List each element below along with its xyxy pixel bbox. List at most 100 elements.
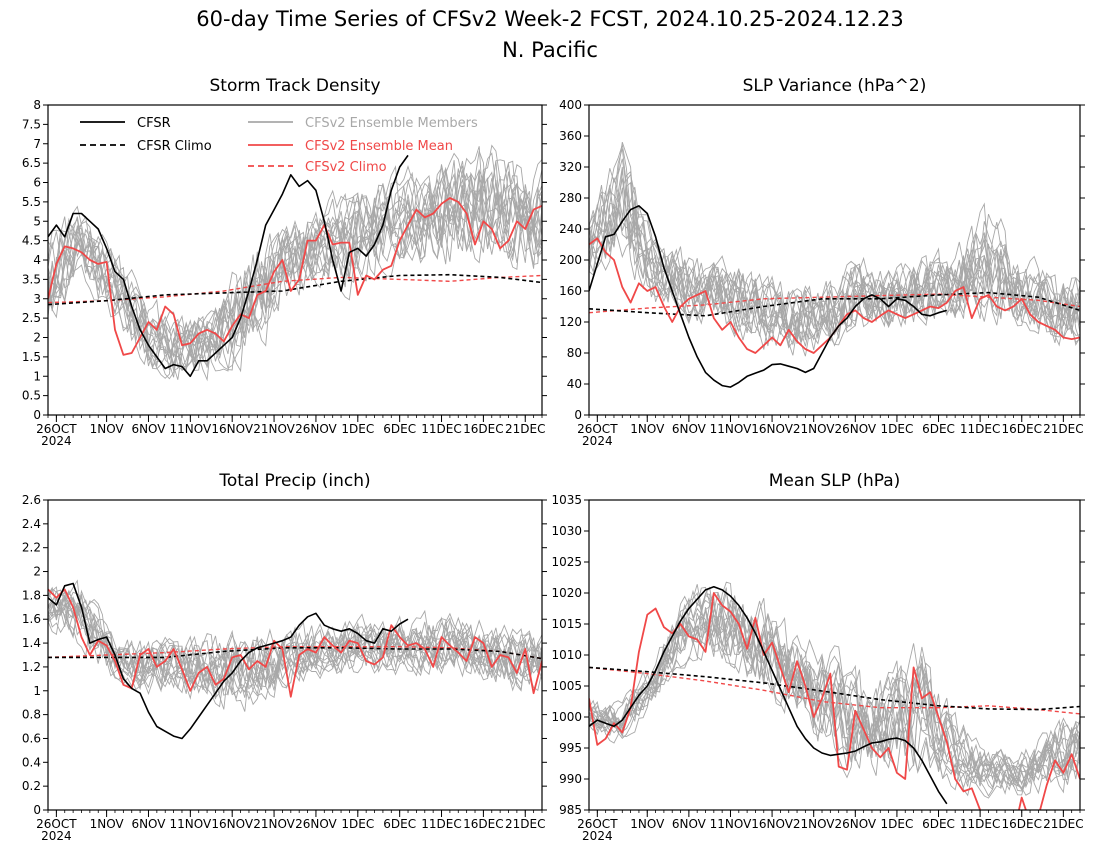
x-tick-label: 21DEC xyxy=(505,422,545,436)
x-year-label: 2024 xyxy=(41,829,72,843)
y-tick-label: 0 xyxy=(33,803,41,817)
y-tick-label: 0.5 xyxy=(22,389,41,403)
x-tick-label: 1NOV xyxy=(630,817,665,831)
ensemble-member-line xyxy=(589,600,1080,791)
x-tick-label: 11NOV xyxy=(169,817,211,831)
series-line-cfsv2-climo xyxy=(48,274,542,304)
x-tick-label: 16NOV xyxy=(751,422,793,436)
y-tick-label: 4 xyxy=(33,253,41,267)
x-tick-label: 11DEC xyxy=(421,422,461,436)
y-tick-label: 0 xyxy=(33,408,41,422)
x-tick-label: 11NOV xyxy=(710,817,752,831)
ensemble-member-line xyxy=(589,586,1080,799)
x-tick-label: 21NOV xyxy=(253,817,295,831)
y-tick-label: 4.5 xyxy=(22,234,41,248)
x-tick-label: 21NOV xyxy=(253,422,295,436)
y-tick-label: 990 xyxy=(559,772,582,786)
ensemble-member-line xyxy=(48,589,542,696)
ensemble-member-line xyxy=(48,602,542,701)
y-tick-label: 5 xyxy=(33,214,41,228)
chart-panel: SLP Variance (hPa^2) 0 40 80 120 160 200 240 280… xyxy=(559,76,1085,448)
series-line-cfsr xyxy=(48,154,409,378)
y-tick-label: 1.4 xyxy=(22,636,41,650)
y-tick-label: 5.5 xyxy=(22,195,41,209)
ensemble-member-line xyxy=(48,171,542,367)
y-tick-label: 2 xyxy=(33,565,41,579)
x-tick-label: 26NOV xyxy=(834,817,876,831)
plot-frame xyxy=(588,104,1081,416)
y-tick-label: 6 xyxy=(33,176,41,190)
x-tick-label: 6DEC xyxy=(383,817,416,831)
figure-subtitle: N. Pacific xyxy=(502,38,598,62)
x-tick-label: 6NOV xyxy=(131,422,166,436)
x-tick-label: 11DEC xyxy=(421,817,461,831)
series-line-cfsr-climo xyxy=(48,646,542,660)
y-tick-label: 400 xyxy=(559,98,582,112)
x-tick-label: 1DEC xyxy=(341,817,374,831)
chart-panel: Total Precip (inch) 0 0.2 0.4 0.6 0.8 1 1.2 1.4 1… xyxy=(22,471,547,843)
y-tick-label: 995 xyxy=(559,741,582,755)
x-tick-label: 1DEC xyxy=(341,422,374,436)
ensemble-member-line xyxy=(589,596,1080,794)
chart-title: Total Precip (inch) xyxy=(218,471,370,491)
x-tick-label: 26NOV xyxy=(295,422,337,436)
y-tick-label: 1035 xyxy=(551,493,582,507)
legend-label: CFSR Climo xyxy=(137,139,212,154)
y-tick-label: 1.6 xyxy=(22,612,41,626)
ensemble-member-line xyxy=(48,165,542,379)
x-tick-label: 26OCT xyxy=(36,422,77,436)
y-tick-label: 1 xyxy=(33,369,41,383)
y-tick-label: 2.6 xyxy=(22,493,41,507)
ensemble-member-line xyxy=(48,160,542,369)
x-tick-label: 26OCT xyxy=(577,422,618,436)
y-tick-label: 2.4 xyxy=(22,517,41,531)
ensemble-member-line xyxy=(589,612,1080,796)
x-tick-label: 6NOV xyxy=(131,817,166,831)
y-tick-label: 80 xyxy=(567,346,582,360)
y-tick-label: 120 xyxy=(559,315,582,329)
ensemble-member-line xyxy=(48,589,542,708)
x-tick-label: 16NOV xyxy=(751,817,793,831)
x-tick-label: 21DEC xyxy=(505,817,545,831)
y-tick-label: 1005 xyxy=(551,679,582,693)
series-line-cfsv2-climo xyxy=(589,666,1080,715)
x-tick-label: 1DEC xyxy=(880,817,913,831)
ensemble-member-line xyxy=(589,600,1080,787)
series-line-cfsv2-ensemble-mean xyxy=(589,592,1080,810)
y-tick-label: 1020 xyxy=(551,586,582,600)
ensemble-member-line xyxy=(48,146,542,361)
y-tick-label: 3 xyxy=(33,292,41,306)
x-tick-label: 11DEC xyxy=(960,817,1000,831)
x-tick-label: 16DEC xyxy=(1002,422,1042,436)
plot-frame xyxy=(588,499,1081,811)
plot-area xyxy=(589,581,1080,810)
y-tick-label: 2.5 xyxy=(22,311,41,325)
x-year-label: 2024 xyxy=(582,434,613,448)
figure-title: 60-day Time Series of CFSv2 Week-2 FCST,… xyxy=(196,7,903,31)
x-tick-label: 26NOV xyxy=(295,817,337,831)
y-tick-label: 1000 xyxy=(551,710,582,724)
legend-label: CFSv2 Climo xyxy=(305,160,387,175)
y-tick-label: 0.6 xyxy=(22,731,41,745)
y-tick-label: 2 xyxy=(33,331,41,345)
x-tick-label: 16DEC xyxy=(1002,817,1042,831)
y-tick-label: 0.8 xyxy=(22,708,41,722)
panels: Storm Track Density 0 0.5 1 1.5 2 2.5 3 3.5 4 4.5 5… xyxy=(22,76,1085,843)
y-tick-label: 8 xyxy=(33,98,41,112)
x-year-label: 2024 xyxy=(41,434,72,448)
x-tick-label: 21DEC xyxy=(1043,817,1083,831)
series-line-cfsr xyxy=(589,205,948,388)
y-tick-label: 1030 xyxy=(551,524,582,538)
y-tick-label: 1015 xyxy=(551,617,582,631)
x-tick-label: 21NOV xyxy=(793,817,835,831)
y-tick-label: 320 xyxy=(559,160,582,174)
series-line-cfsr-climo xyxy=(589,666,1080,711)
ensemble-member-line xyxy=(589,587,1080,787)
legend-label: CFSR xyxy=(137,116,171,131)
x-tick-label: 26NOV xyxy=(834,422,876,436)
x-year-label: 2024 xyxy=(582,829,613,843)
chart-title: SLP Variance (hPa^2) xyxy=(743,76,927,96)
y-tick-label: 3.5 xyxy=(22,272,41,286)
x-tick-label: 21NOV xyxy=(793,422,835,436)
x-tick-label: 26OCT xyxy=(577,817,618,831)
